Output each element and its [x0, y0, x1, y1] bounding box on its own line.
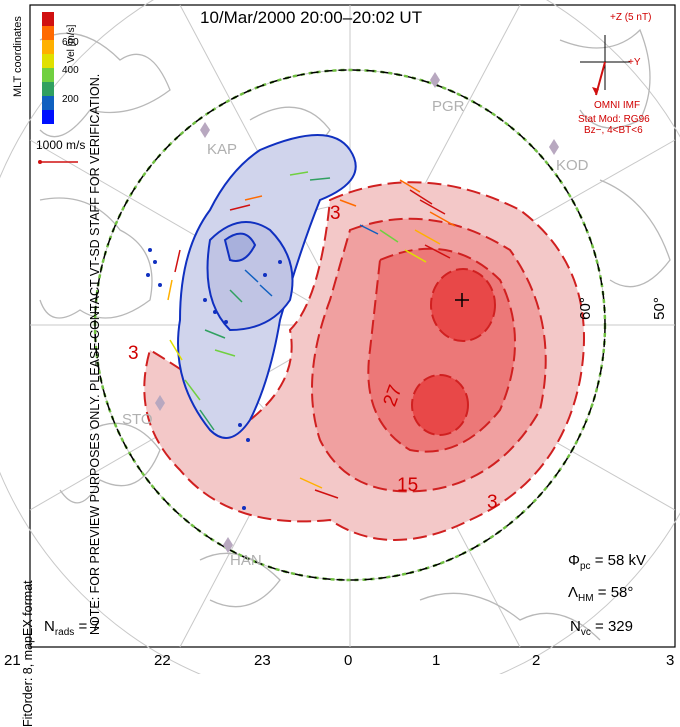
cross-polar-potential: Φpc = 58 kV	[568, 552, 646, 572]
lambda-symbol: Λ	[568, 584, 579, 601]
imf-source: OMNI IMF	[594, 100, 641, 111]
hm-boundary	[94, 69, 606, 581]
colorbar-tick-600: 600	[62, 37, 79, 48]
note-text: NOTE: FOR PREVIEW PURPOSES ONLY. PLEASE …	[88, 73, 102, 635]
colorbar-label: Vel [m/s]	[66, 24, 77, 63]
contour-label-3-right: 3	[487, 492, 498, 513]
vector-count: Nvc = 329	[570, 618, 633, 638]
low-velocity-dots	[146, 248, 282, 510]
velocity-colorbar	[42, 12, 54, 124]
imf-dial	[580, 35, 630, 96]
map-title: 10/Mar/2000 20:00–20:02 UT	[200, 8, 423, 27]
mlt-label-22: 22	[154, 652, 171, 669]
nrads-subscript: rads	[54, 627, 75, 638]
stat-model: Stat Mod: RG96	[578, 114, 650, 125]
contour-label-15: 15	[397, 475, 419, 496]
station-kod: KOD	[556, 157, 589, 174]
station-markers	[155, 72, 559, 553]
contour-label-3-top: 3	[330, 203, 341, 224]
mlt-label-23: 23	[254, 652, 271, 669]
colorbar-tick-200: 200	[62, 94, 79, 105]
hm-latitude: ΛHM = 58°	[568, 584, 633, 604]
lat-label-60: 60°	[576, 297, 594, 320]
nvc-value: = 329	[595, 618, 633, 635]
mlt-label-3: 3	[666, 652, 675, 669]
lat-label-50: 50°	[650, 297, 668, 320]
nvc-subscript: vc	[580, 627, 591, 638]
nvc-symbol: N	[570, 618, 581, 635]
phi-subscript: pc	[579, 561, 591, 572]
convection-map	[0, 0, 680, 674]
colorbar-tick-400: 400	[62, 65, 79, 76]
phi-value: = 58 kV	[594, 552, 646, 569]
imf-condition: Bz−, 4<BT<6	[584, 125, 643, 136]
station-sto: STO	[122, 411, 153, 428]
phi-symbol: Φ	[568, 552, 580, 569]
lambda-subscript: HM	[578, 593, 594, 604]
plot-frame	[29, 4, 676, 648]
imf-by-label: +Y	[628, 57, 641, 68]
nrads-value: = 7	[78, 618, 100, 635]
negative-potential-cell	[177, 134, 357, 439]
station-pgr: PGR	[432, 98, 465, 115]
vector-scale	[38, 160, 78, 164]
contour-label-3-left: 3	[128, 343, 139, 364]
mlt-label-2: 2	[532, 652, 541, 669]
positive-potential-cell	[143, 181, 585, 541]
coastlines	[39, 28, 671, 641]
velocity-vectors	[167, 171, 456, 499]
mlt-label-0: 0	[344, 652, 353, 669]
vector-scale-label: 1000 m/s	[36, 138, 86, 152]
radar-count: Nrads = 7	[44, 618, 100, 638]
imf-bz-label: +Z (5 nT)	[610, 12, 652, 23]
station-han: HAN	[230, 552, 262, 569]
mlt-label-1: 1	[432, 652, 441, 669]
nrads-symbol: N	[44, 618, 55, 635]
coordinates-label: MLT coordinates	[12, 16, 24, 97]
lambda-value: = 58°	[597, 584, 634, 601]
mlt-label-21: 21	[4, 652, 21, 669]
fit-order-text: FitOrder: 8, mapEX format	[21, 580, 35, 727]
station-kap: KAP	[207, 141, 238, 158]
